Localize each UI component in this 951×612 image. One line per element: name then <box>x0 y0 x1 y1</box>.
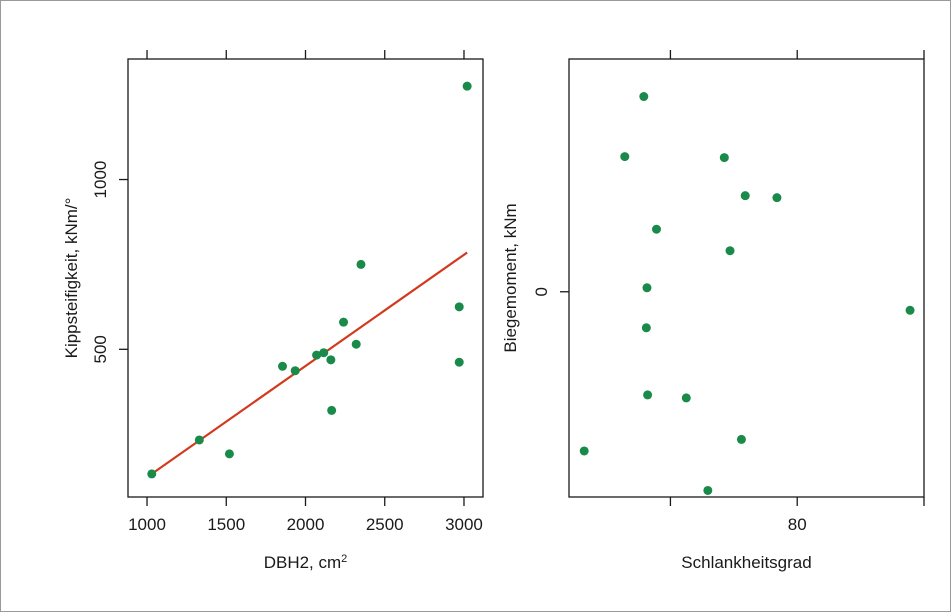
data-point <box>643 390 653 400</box>
x-tick-label: 1000 <box>128 515 166 534</box>
y-axis-ticks: 500 1000 <box>91 161 128 363</box>
x-tick-label: 1500 <box>207 515 245 534</box>
data-point <box>224 449 234 459</box>
data-point <box>356 259 366 269</box>
data-point <box>740 191 750 201</box>
data-point <box>620 152 630 162</box>
data-point <box>579 446 589 456</box>
data-point <box>703 485 713 495</box>
x-tick-label: 2000 <box>287 515 325 534</box>
data-point <box>462 81 472 91</box>
x-tick-label: 80 <box>788 515 807 534</box>
y-tick-label: 0 <box>532 287 551 296</box>
data-point <box>351 339 361 349</box>
bending-moment-scatter-panel: 80 0 Schlankheitsgrad Biegemoment, kNm <box>501 50 925 572</box>
x-axis-ticks: 80 <box>669 50 925 534</box>
data-point <box>147 469 157 479</box>
data-point <box>772 193 782 203</box>
data-point <box>641 323 651 333</box>
x-tick-label: 2500 <box>366 515 404 534</box>
data-point <box>651 224 661 234</box>
data-point <box>454 357 464 367</box>
plot-area-frame <box>568 58 925 498</box>
regression-line <box>151 251 468 475</box>
data-point <box>725 246 735 256</box>
x-axis-label-superscript: 2 <box>341 553 347 565</box>
y-axis-ticks: 0 <box>532 287 569 297</box>
data-point <box>681 393 691 403</box>
data-points <box>579 92 915 495</box>
data-point <box>278 361 288 371</box>
data-point <box>327 405 337 415</box>
x-axis-ticks: 1000 1500 2000 2500 3000 <box>128 50 483 534</box>
stiffness-scatter-panel: 1000 1500 2000 2500 3000 500 1000 DBH2, cm2 K… <box>62 50 484 572</box>
regression-line-group <box>151 251 468 475</box>
data-point <box>639 92 649 102</box>
data-point <box>312 350 322 360</box>
y-axis-label: Kippsteifigkeit, kNm/° <box>62 198 81 359</box>
data-point <box>736 434 746 444</box>
data-point <box>290 366 300 376</box>
data-points <box>147 81 472 479</box>
y-axis-label: Biegemoment, kNm <box>501 203 520 352</box>
data-point <box>339 317 349 327</box>
data-point <box>326 355 336 365</box>
data-point <box>194 435 204 445</box>
data-point <box>719 153 729 163</box>
y-tick-label: 1000 <box>91 161 110 199</box>
data-point <box>319 348 329 358</box>
data-point <box>905 305 915 315</box>
x-axis-label: Schlankheitsgrad <box>681 553 811 572</box>
x-axis-label: DBH2, cm2 <box>264 553 348 572</box>
data-point <box>642 283 652 293</box>
x-tick-label: 3000 <box>445 515 483 534</box>
y-tick-label: 500 <box>91 335 110 363</box>
data-point <box>454 302 464 312</box>
